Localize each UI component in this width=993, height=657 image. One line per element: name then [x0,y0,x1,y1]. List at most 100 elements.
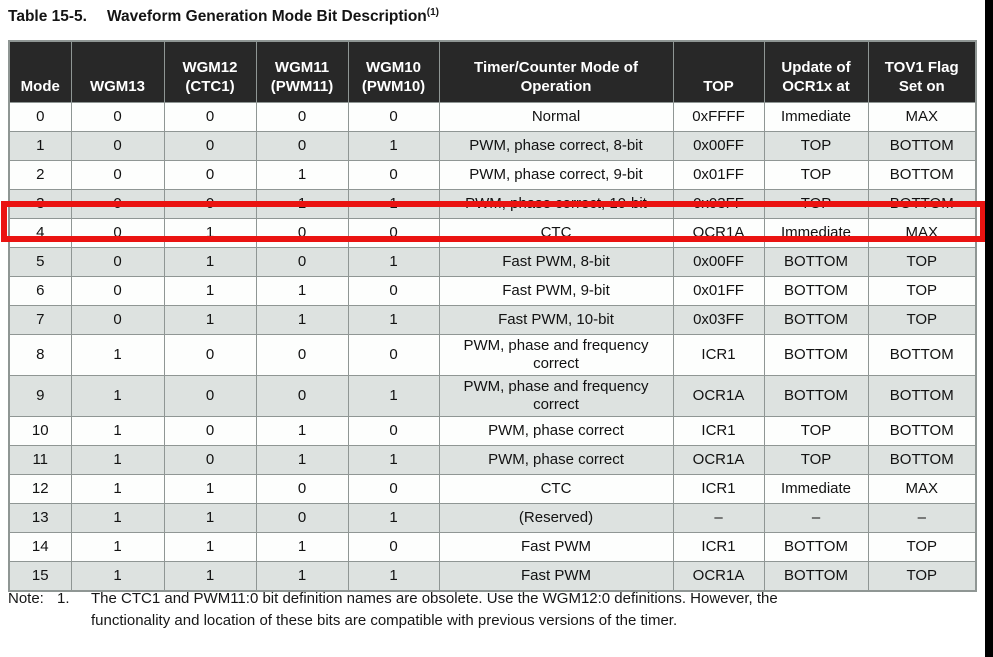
table-cell: MAX [867,218,977,248]
table-row-mode-13: 13 1 1 0 1 (Reserved) – – – [8,503,977,533]
table-cell: 0 [163,334,257,376]
table-cell: 0 [347,334,440,376]
table-cell: OCR1A [672,375,765,417]
table-cell: 1 [163,247,257,277]
table-cell: ICR1 [672,474,765,504]
table-cell: BOTTOM [763,375,869,417]
table-cell: 8 [8,334,72,376]
table-cell: 0 [70,189,165,219]
table-cell: 1 [163,503,257,533]
table-cell: 13 [8,503,72,533]
table-cell: 0 [70,276,165,306]
table-cell: 0 [70,305,165,335]
table-cell: BOTTOM [867,131,977,161]
table-cell: 0 [255,131,349,161]
table-cell: 1 [70,334,165,376]
table-body: 0 0 0 0 0 Normal 0xFFFF Immediate MAX 1 0 0 0 1 PWM, p… [8,102,977,592]
table-cell: BOTTOM [763,247,869,277]
table-cell: 10 [8,416,72,446]
table-cell: PWM, phase correct, 8-bit [438,131,674,161]
table-row-mode-5: 5 0 1 0 1 Fast PWM, 8-bit 0x00FF BOTTOM TOP [8,247,977,277]
table-cell: 0x01FF [672,276,765,306]
table-cell: 1 [70,561,165,592]
table-cell: 0 [70,160,165,190]
table-cell: CTC [438,474,674,504]
table-cell: 1 [70,474,165,504]
table-cell: PWM, phase correct, 10-bit [438,189,674,219]
table-cell: 2 [8,160,72,190]
table-cell: 0 [255,247,349,277]
table-cell: 1 [163,276,257,306]
table-cell: 1 [347,503,440,533]
table-cell: 0 [347,474,440,504]
table-cell: 0x00FF [672,247,765,277]
table-row-mode-10: 10 1 0 1 0 PWM, phase correct ICR1 TOP BOTTOM [8,416,977,446]
table-title-text: Waveform Generation Mode Bit Description [106,8,427,26]
table-row-mode-1: 1 0 0 0 1 PWM, phase correct, 8-bit 0x00FF TOP B… [8,131,977,161]
table-cell: 0 [255,375,349,417]
table-cell: 1 [347,561,440,592]
table-cell: 12 [8,474,72,504]
table-row-mode-6: 6 0 1 1 0 Fast PWM, 9-bit 0x01FF BOTTOM TOP [8,276,977,306]
table-cell: 9 [8,375,72,417]
table-cell: Fast PWM, 8-bit [438,247,674,277]
table-cell: 1 [255,445,349,475]
table-row-mode-3: 3 0 0 1 1 PWM, phase correct, 10-bit 0x03FF TOP… [8,189,977,219]
table-cell: TOP [763,131,869,161]
table-cell: 0x01FF [672,160,765,190]
table-cell: TOP [763,160,869,190]
table-cell: 0 [163,189,257,219]
table-cell: 1 [163,561,257,592]
table-cell: 1 [255,160,349,190]
table-cell: 0 [347,218,440,248]
table-cell: 1 [347,131,440,161]
table-cell: – [867,503,977,533]
header-row: Mode WGM13 WGM12 (CTC1) WGM11 (PWM11) WGM10 … [8,40,977,103]
table-cell: ICR1 [672,532,765,562]
column-header: WGM13 [70,40,165,103]
table-cell: TOP [867,305,977,335]
table-cell: BOTTOM [867,189,977,219]
table-cell: 0 [347,102,440,132]
table-row-mode-9: 9 1 0 0 1 PWM, phase and frequency correct OCR… [8,375,977,417]
table-cell: 0x03FF [672,189,765,219]
note-text: The CTC1 and PWM11:0 bit definition name… [91,590,778,629]
table-cell: 1 [8,131,72,161]
table-cell: 0 [255,474,349,504]
page-right-edge-bar [985,0,993,657]
table-cell: Fast PWM, 10-bit [438,305,674,335]
table-cell: 0 [347,532,440,562]
table-cell: MAX [867,102,977,132]
column-header: TOV1 Flag Set on [867,40,977,103]
table-cell: 1 [70,416,165,446]
table-cell: – [672,503,765,533]
table-cell: 0x00FF [672,131,765,161]
table-cell: 0 [347,416,440,446]
table-cell: 1 [255,276,349,306]
table-cell: 0 [8,102,72,132]
table-cell: 1 [70,445,165,475]
table-row-mode-7: 7 0 1 1 1 Fast PWM, 10-bit 0x03FF BOTTOM TOP [8,305,977,335]
table-cell: 1 [347,375,440,417]
table-row-mode-15: 15 1 1 1 1 Fast PWM OCR1A BOTTOM TOP [8,561,977,592]
table-cell: 1 [255,189,349,219]
table-cell: 1 [163,305,257,335]
column-header: WGM12 (CTC1) [163,40,257,103]
table-cell: 0 [70,102,165,132]
table-row-mode-0: 0 0 0 0 0 Normal 0xFFFF Immediate MAX [8,102,977,132]
table-cell: 0 [163,445,257,475]
table-cell: 1 [347,247,440,277]
table-row-mode-11: 11 1 0 1 1 PWM, phase correct OCR1A TOP BOTTOM [8,445,977,475]
table-cell: PWM, phase and frequency correct [438,334,674,376]
table-cell: TOP [867,561,977,592]
table-cell: 1 [347,445,440,475]
table-cell: 0 [255,218,349,248]
column-header: Update of OCR1x at [763,40,869,103]
column-header: WGM11 (PWM11) [255,40,349,103]
table-row-mode-14: 14 1 1 1 0 Fast PWM ICR1 BOTTOM TOP [8,532,977,562]
table-cell: 1 [70,375,165,417]
table-cell: BOTTOM [763,532,869,562]
table-row-mode-8: 8 1 0 0 0 PWM, phase and frequency correct ICR… [8,334,977,376]
table-cell: 15 [8,561,72,592]
table-head: Mode WGM13 WGM12 (CTC1) WGM11 (PWM11) WGM10 … [8,40,977,103]
